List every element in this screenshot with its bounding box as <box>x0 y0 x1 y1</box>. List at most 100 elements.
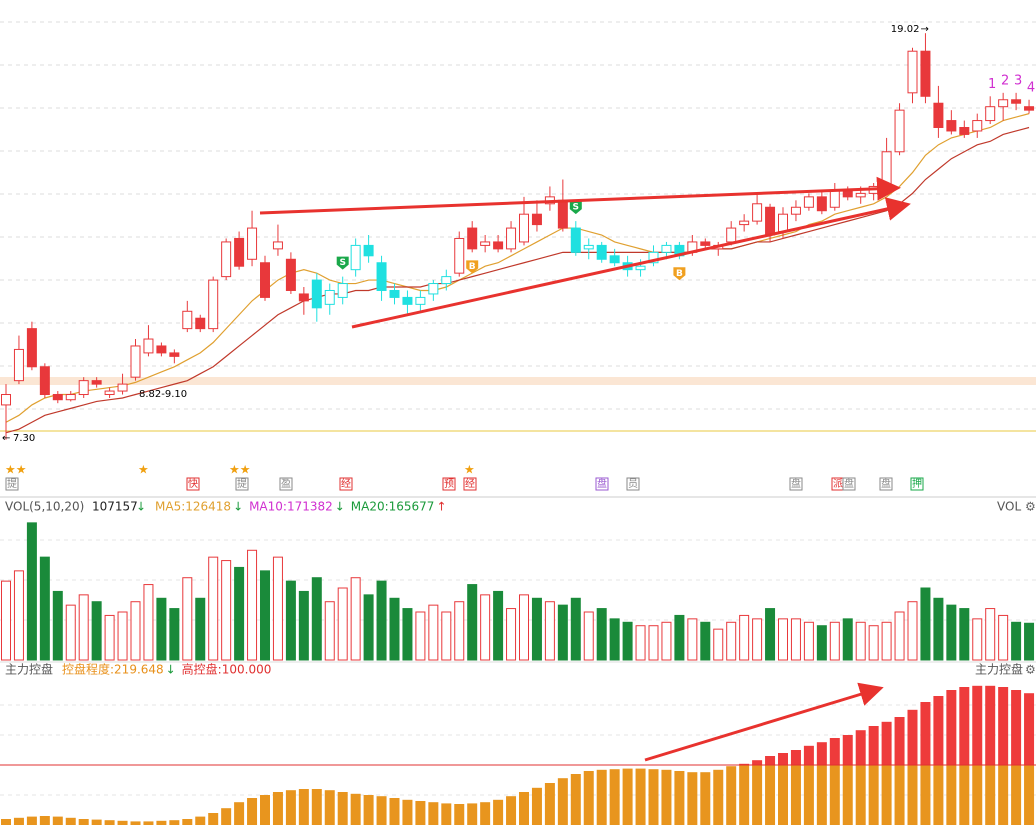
badge <box>842 477 856 491</box>
control-bar-high <box>920 702 931 765</box>
candle-body <box>13 348 24 382</box>
signal-label: S <box>573 203 579 213</box>
control-bar <box>415 801 426 825</box>
candle-body <box>182 310 193 330</box>
candle-body <box>778 213 788 233</box>
svg-text:★: ★ <box>138 463 149 477</box>
volume-bar <box>39 556 50 661</box>
legend-value: 165677 <box>389 500 435 514</box>
price-grid <box>0 21 1036 410</box>
candle-body <box>752 203 763 222</box>
volume-bar <box>350 577 361 661</box>
control-bar <box>998 765 1009 825</box>
candle-body <box>467 227 478 250</box>
candle-body <box>1024 106 1035 111</box>
badge-label: 盈 <box>281 478 291 490</box>
candle-body <box>272 241 283 250</box>
candle-body <box>285 258 296 291</box>
candle-body <box>894 109 905 153</box>
volume-bar <box>78 594 89 661</box>
volume-bar <box>894 611 905 661</box>
candle-body <box>195 317 206 330</box>
control-bar-high <box>998 687 1009 765</box>
volume-bar <box>91 601 102 661</box>
badge-label: 派 <box>833 478 843 490</box>
trend-arrow-icon: ↓ <box>233 500 243 514</box>
control-bar <box>350 793 361 825</box>
candle-body <box>415 296 426 305</box>
volume-bar <box>946 604 957 661</box>
volume-bar <box>596 608 607 661</box>
range-label: 8.82-9.10 <box>139 389 187 400</box>
volume-bar <box>829 621 840 661</box>
control-bar <box>156 820 167 825</box>
control-bar <box>778 765 788 825</box>
volume-bar <box>778 618 788 661</box>
volume-bar <box>972 618 983 661</box>
candle-body <box>493 241 504 250</box>
candle-body <box>998 99 1009 108</box>
candle-body <box>933 102 944 128</box>
volume-bar <box>324 601 335 661</box>
plot-layer: 19.02 →SSBB1 2 3 4提快提盈经预经盘员盘派盘盘押 <box>1 24 1035 825</box>
control-bar-high <box>907 709 918 765</box>
control-bar <box>635 768 646 825</box>
control-bar-high <box>1011 690 1022 765</box>
low-label: 7.30 <box>13 433 35 444</box>
control-bar <box>557 778 568 825</box>
volume-bar <box>700 621 711 661</box>
volume-bar <box>117 611 128 661</box>
volume-bar <box>907 601 918 661</box>
volume-bar <box>454 601 465 661</box>
control-bar-high <box>816 742 827 765</box>
control-bar <box>1024 765 1035 825</box>
volume-bar <box>1 580 11 661</box>
candle-body <box>609 255 620 264</box>
control-bar <box>441 803 452 825</box>
svg-text:★★: ★★ <box>5 463 27 477</box>
signal-icon <box>336 256 349 270</box>
badge-label: 员 <box>628 478 638 490</box>
control-bar <box>687 772 698 825</box>
badge-label: 盘 <box>597 477 607 490</box>
control-bar <box>713 769 724 825</box>
control-bar <box>208 813 219 825</box>
control-bar <box>661 769 672 825</box>
signal-icon <box>466 260 479 274</box>
candle-body <box>972 120 983 132</box>
volume-bar <box>195 597 206 661</box>
candle-body <box>143 338 154 354</box>
badge <box>789 477 803 491</box>
control-bar <box>570 774 581 825</box>
settings-icon[interactable]: ⚙ <box>1025 500 1036 514</box>
volume-bar <box>752 618 763 661</box>
control-bar-high <box>790 750 801 765</box>
svg-text:★: ★ <box>464 463 475 477</box>
control-bar-high <box>855 730 866 765</box>
volume-bar <box>816 625 827 661</box>
candle-body <box>26 328 37 368</box>
candle-body <box>557 199 568 229</box>
control-bar-high <box>739 763 750 765</box>
volume-bar <box>441 611 452 661</box>
control-bar <box>700 772 711 825</box>
candle-body <box>247 227 258 260</box>
candle-body <box>65 394 76 401</box>
wave-label: 1 <box>988 77 996 92</box>
control-bar <box>1 819 11 825</box>
control-bar <box>65 817 76 825</box>
volume-bar <box>493 590 504 661</box>
trend-arrow-icon: ↑ <box>436 500 446 514</box>
settings-icon[interactable]: ⚙ <box>1025 663 1036 677</box>
control-bar <box>609 769 620 825</box>
candle-body <box>920 50 931 97</box>
volume-bar <box>868 625 879 661</box>
volume-bar <box>1024 622 1035 661</box>
legend-name: MA10: <box>249 500 287 514</box>
vol-title: VOL(5,10,20) <box>5 500 84 514</box>
candle-body <box>104 390 115 396</box>
candle-body <box>726 227 737 243</box>
candle-body <box>661 244 672 253</box>
wave-label: 2 <box>1001 73 1009 88</box>
